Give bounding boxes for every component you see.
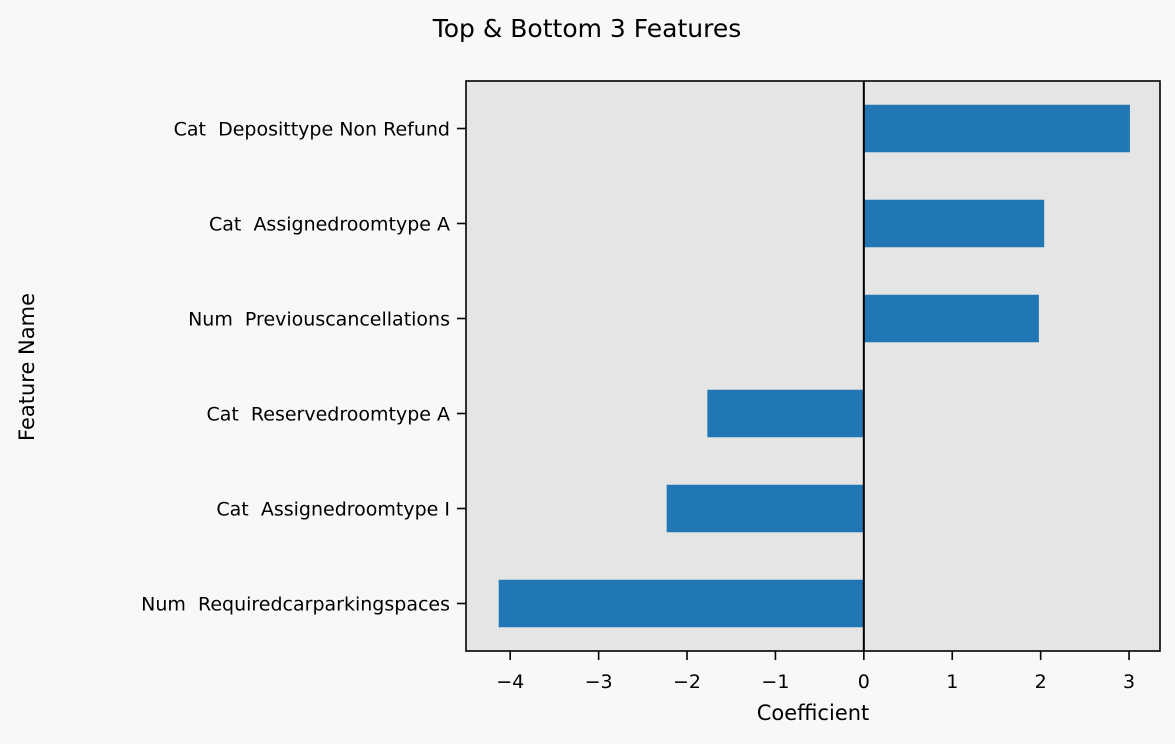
x-tick-label: 3 bbox=[1123, 671, 1135, 693]
y-tick-label: Num Previouscancellations bbox=[188, 309, 450, 331]
x-tick-label: 2 bbox=[1035, 671, 1047, 693]
y-tick-label: Num Requiredcarparkingspaces bbox=[141, 594, 450, 616]
bar bbox=[666, 484, 864, 533]
y-tick-label: Cat Assignedroomtype I bbox=[216, 499, 450, 521]
bar bbox=[863, 294, 1039, 343]
plot-frame bbox=[465, 80, 1161, 652]
bar bbox=[707, 389, 864, 438]
x-tick-label: −2 bbox=[673, 671, 701, 693]
bar bbox=[863, 199, 1045, 248]
x-axis: −4 −3 −2 −1 0 1 2 3 bbox=[496, 651, 1135, 693]
chart-title: Top & Bottom 3 Features bbox=[432, 14, 742, 43]
bars-group bbox=[498, 104, 1130, 628]
x-axis-label: Coefficient bbox=[757, 701, 870, 725]
y-tick-label: Cat Assignedroomtype A bbox=[209, 214, 450, 236]
bar bbox=[863, 104, 1130, 153]
x-tick-label: −1 bbox=[761, 671, 789, 693]
plot-area bbox=[466, 81, 1160, 651]
y-tick-label: Cat Reservedroomtype A bbox=[206, 404, 450, 426]
x-tick-label: 1 bbox=[946, 671, 958, 693]
y-axis-label: Feature Name bbox=[15, 293, 39, 441]
bar bbox=[498, 579, 864, 628]
x-tick-label: −3 bbox=[585, 671, 613, 693]
y-axis: Cat Deposittype Non Refund Cat Assignedro… bbox=[141, 119, 466, 616]
x-tick-label: −4 bbox=[496, 671, 524, 693]
y-tick-label: Cat Deposittype Non Refund bbox=[174, 119, 450, 141]
x-tick-label: 0 bbox=[858, 671, 870, 693]
